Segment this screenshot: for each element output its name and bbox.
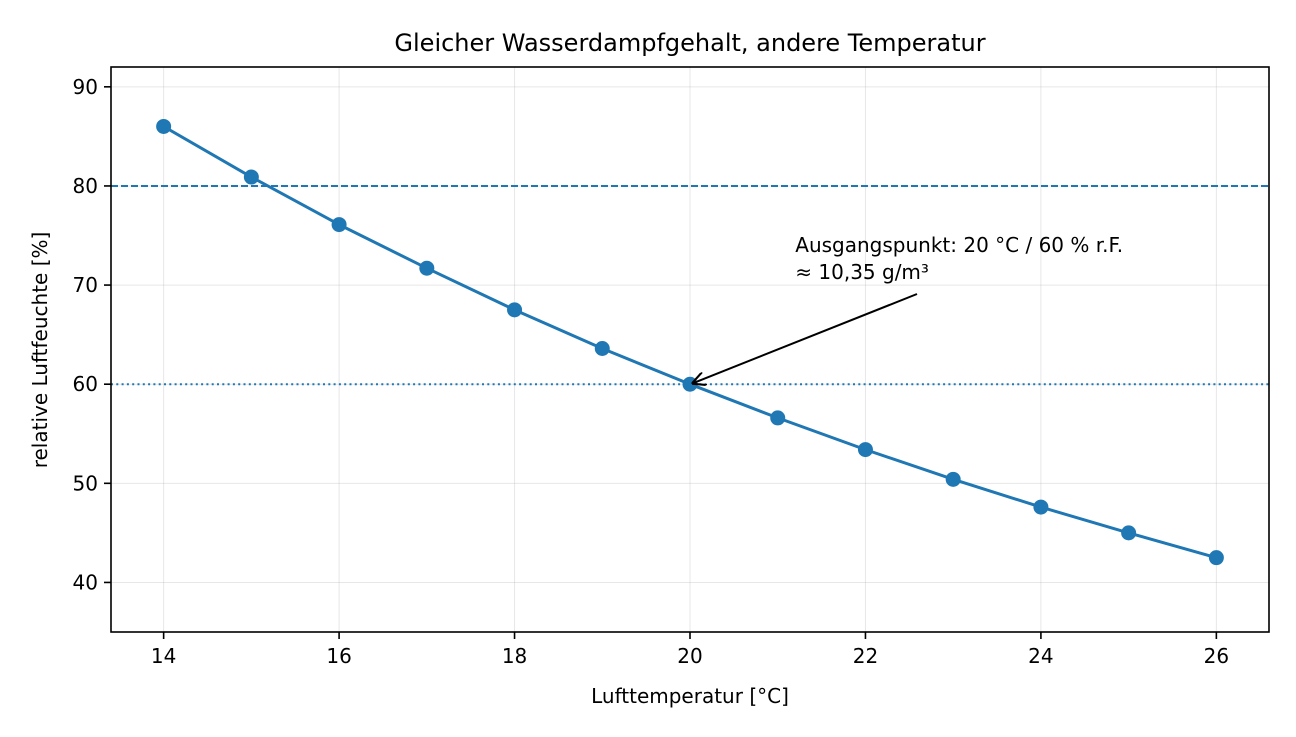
- data-point: [156, 118, 172, 134]
- annotation-text-line-2: ≈ 10,35 g/m³: [795, 260, 929, 284]
- x-tick-label: 18: [502, 644, 527, 668]
- y-tick-label: 80: [73, 174, 98, 198]
- y-axis-title: relative Luftfeuchte [%]: [28, 232, 52, 469]
- data-point: [507, 302, 523, 318]
- data-point: [1121, 525, 1137, 541]
- y-tick-label: 90: [73, 75, 98, 99]
- x-tick-label: 26: [1204, 644, 1229, 668]
- y-tick-label: 50: [73, 471, 98, 495]
- x-tick-label: 20: [677, 644, 702, 668]
- annotation-text-line-1: Ausgangspunkt: 20 °C / 60 % r.F.: [795, 233, 1123, 257]
- x-tick-label: 16: [326, 644, 351, 668]
- data-point: [945, 471, 961, 487]
- annotation-arrow: [693, 293, 918, 383]
- data-point: [1208, 550, 1224, 566]
- axis-ticks: 14 16 18 20 22 24 26 40 50 60 70 80 90: [73, 75, 1230, 668]
- data-point: [243, 169, 259, 185]
- chart-title: Gleicher Wasserdampfgehalt, andere Tempe…: [394, 29, 985, 57]
- data-point: [419, 260, 435, 276]
- data-point: [331, 217, 347, 233]
- y-tick-label: 70: [73, 273, 98, 297]
- data-point: [594, 341, 610, 357]
- data-point: [682, 376, 698, 392]
- x-tick-label: 22: [853, 644, 878, 668]
- y-tick-label: 60: [73, 372, 98, 396]
- y-tick-label: 40: [73, 570, 98, 594]
- x-axis-title: Lufttemperatur [°C]: [591, 684, 789, 708]
- data-point: [857, 442, 873, 458]
- data-point: [770, 410, 786, 426]
- x-tick-label: 14: [151, 644, 176, 668]
- annotation: Ausgangspunkt: 20 °C / 60 % r.F. ≈ 10,35…: [693, 233, 1123, 383]
- x-tick-label: 24: [1028, 644, 1053, 668]
- data-point: [1033, 499, 1049, 515]
